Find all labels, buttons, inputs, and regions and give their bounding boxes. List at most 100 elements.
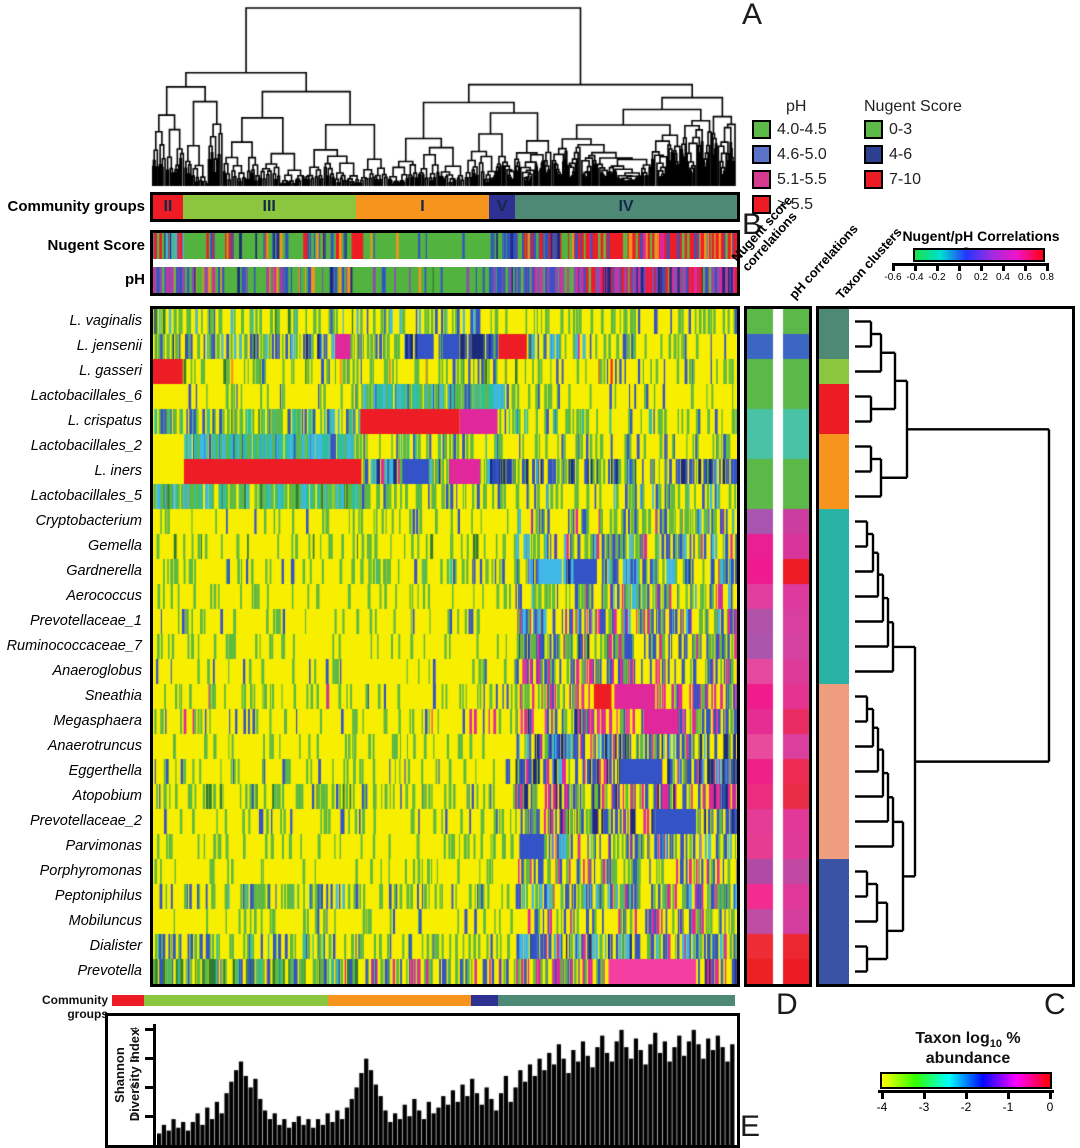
correlation-tick-mark: [980, 263, 983, 271]
ph-legend-label: 4.0-4.5: [777, 120, 827, 138]
shannon-tick-mark: [145, 1028, 154, 1032]
taxon-row-label: Lactobacillales_2: [30, 438, 142, 454]
taxon-row-label: Aerococcus: [66, 588, 142, 604]
taxon-row-label: Peptoniphilus: [54, 888, 142, 904]
nugent-legend-label: 7-10: [889, 170, 922, 188]
correlation-scale: -0.6 -0.4 -0.2 0 0.2 0.4 0.6 0.8: [884, 246, 1078, 283]
correlation-tick-label: 0.4: [996, 272, 1010, 283]
abundance-tick-mark: [1007, 1090, 1010, 1100]
community-group-segment-II: [112, 995, 144, 1006]
nugent-legend-item: 7-10: [864, 170, 984, 189]
panel-label-b: B: [742, 208, 763, 241]
taxon-row-label: L. crispatus: [67, 413, 142, 429]
shannon-tick-mark: [145, 1114, 154, 1118]
taxon-row-label: Ruminococcaceae_7: [6, 638, 142, 654]
nugent-legend-swatch: [864, 120, 883, 139]
correlation-tick-mark: [892, 263, 895, 271]
correlation-tick-label: -0.4: [906, 272, 924, 283]
strip-gap: [153, 259, 737, 267]
ph-legend-item: > 5.5: [752, 195, 856, 214]
taxon-row-label: Lactobacillales_6: [30, 388, 142, 404]
ph-strip-label: pH: [125, 271, 145, 288]
ph-strip-canvas: [153, 267, 737, 293]
nugent-legend-title: Nugent Score: [864, 98, 962, 115]
taxon-row-label: L. gasseri: [79, 363, 142, 379]
taxon-row-label: Dialister: [89, 938, 142, 954]
taxon-row-label: Gemella: [88, 538, 142, 554]
community-group-segment-IV: [498, 995, 735, 1006]
community-group-segment-V: V: [489, 195, 516, 219]
ph-legend-swatch: [752, 195, 771, 214]
correlation-tick-mark: [1024, 263, 1027, 271]
abundance-heatmap-box: [150, 306, 740, 987]
ph-legend-label: 5.1-5.5: [777, 170, 827, 188]
abundance-gradient-bar: [880, 1072, 1052, 1090]
community-groups-label-bottom: Community groups: [42, 993, 108, 1021]
taxon-row-label: Lactobacillales_5: [30, 488, 142, 504]
taxon-cluster-block: [819, 309, 849, 359]
shannon-tick-mark: [145, 1057, 154, 1061]
community-group-segment-I: [328, 995, 471, 1006]
correlation-tick-label: 0: [956, 272, 962, 283]
nugent-legend-label: 4-6: [889, 145, 913, 163]
community-group-segment-I: I: [355, 195, 490, 219]
taxon-row-label: Atopobium: [72, 788, 142, 804]
abundance-scale: Taxon log10 % abundance -4 -3 -2 -1 0: [876, 1030, 1058, 1115]
taxon-row-label: L. jensenii: [76, 338, 142, 354]
metadata-strips-box: [150, 230, 740, 296]
community-group-segment-III: III: [182, 195, 356, 219]
shannon-tick-label: 4: [129, 1026, 141, 1033]
community-group-segment-II: II: [153, 195, 183, 219]
abundance-tick-mark: [965, 1090, 968, 1100]
taxon-row-label: Prevotellaceae_1: [29, 613, 142, 629]
correlation-scale-axis: [892, 263, 1048, 266]
correlation-tick-label: 0.2: [974, 272, 988, 283]
ph-legend-swatch: [752, 145, 771, 164]
abundance-tick-label: -3: [918, 1100, 930, 1115]
abundance-heatmap-canvas: [153, 309, 737, 984]
taxon-row-label: Mobiluncus: [68, 913, 142, 929]
ph-legend-swatch: [752, 170, 771, 189]
abundance-tick-mark: [923, 1090, 926, 1100]
taxon-row-label: Porphyromonas: [39, 863, 142, 879]
nugent-legend-label: 0-3: [889, 120, 913, 138]
shannon-tick-label: 3: [129, 1055, 141, 1061]
taxon-cluster-block: [819, 434, 849, 509]
correlation-tick-label: 0.8: [1040, 272, 1054, 283]
nugent-score-strip-canvas: [153, 233, 737, 259]
shannon-tick-mark: [145, 1085, 154, 1089]
correlation-tick-mark: [936, 263, 939, 271]
abundance-tick-label: -2: [960, 1100, 972, 1115]
shannon-tick-label: 2: [129, 1084, 141, 1090]
shannon-y-axis: [153, 1024, 156, 1145]
nugent-legend-item: 0-3: [864, 120, 984, 139]
panel-label-e: E: [740, 1110, 761, 1143]
taxon-cluster-block: [819, 859, 849, 984]
ph-legend-item: 5.1-5.5: [752, 170, 856, 189]
taxon-row-label: Sneathia: [84, 688, 142, 704]
correlation-columns-canvas: [747, 309, 809, 984]
community-groups-bar-top: II III I V IV: [150, 192, 740, 222]
ph-legend-items: 4.0-4.5 4.6-5.0 5.1-5.5 > 5.5: [752, 120, 856, 214]
ph-legend-swatch: [752, 120, 771, 139]
abundance-scale-title: Taxon log10 % abundance: [878, 1030, 1058, 1068]
abundance-title-sub: 10: [989, 1038, 1002, 1051]
taxon-row-label: Cryptobacterium: [35, 513, 142, 529]
abundance-tick-mark: [881, 1090, 884, 1100]
taxon-cluster-block: [819, 509, 849, 684]
taxon-row-label: Megasphaera: [53, 713, 142, 729]
taxon-row-label: Prevotella: [77, 963, 142, 979]
correlation-gradient-bar: [913, 248, 1045, 262]
panel-label-c: C: [1044, 988, 1066, 1021]
taxon-row-label: Anaerotruncus: [47, 738, 142, 754]
community-groups-label: Community groups: [7, 198, 146, 215]
abundance-tick-label: -4: [876, 1100, 888, 1115]
correlation-tick-mark: [958, 263, 961, 271]
sample-dendrogram-canvas: [150, 2, 738, 188]
community-group-segment-V: [470, 995, 499, 1006]
nugent-legend-item: 4-6: [864, 145, 984, 164]
taxon-row-label: Anaeroglobus: [52, 663, 143, 679]
correlation-tick-label: -0.2: [928, 272, 946, 283]
